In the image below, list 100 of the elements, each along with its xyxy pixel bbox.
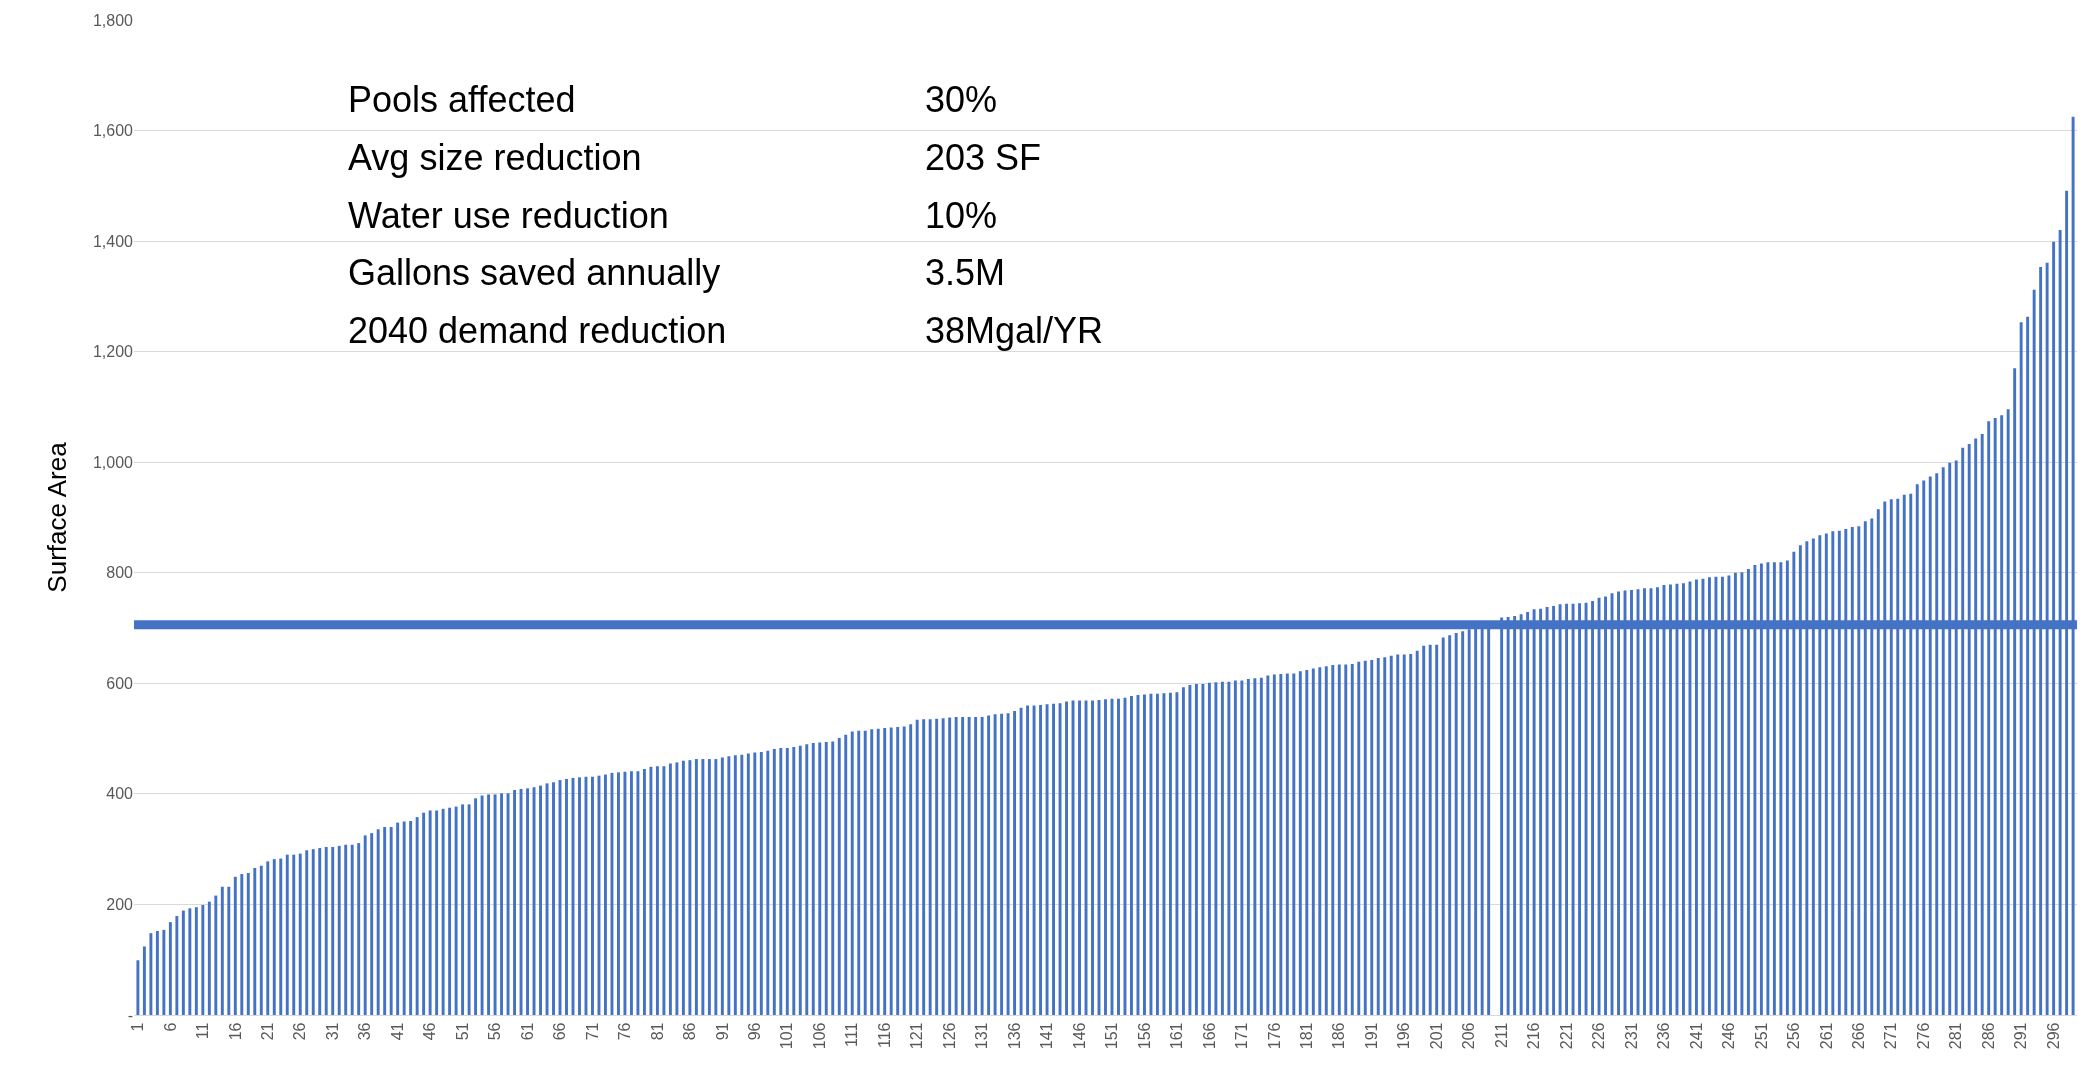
x-tick-label: 51	[453, 1022, 471, 1041]
x-tick-label: 136	[1005, 1022, 1023, 1050]
bar	[506, 793, 510, 1015]
x-tick-label: 156	[1135, 1022, 1153, 1050]
bar	[441, 808, 445, 1015]
x-tick-label: 86	[681, 1022, 699, 1041]
x-tick-label: 151	[1103, 1022, 1121, 1050]
bar	[259, 865, 263, 1015]
x-tick-label: 21	[258, 1022, 276, 1041]
bar	[272, 859, 276, 1015]
bar	[1000, 713, 1004, 1015]
x-tick-label: 46	[421, 1022, 439, 1041]
bar	[1246, 678, 1250, 1015]
bar	[1240, 680, 1244, 1015]
bar	[1253, 678, 1257, 1015]
bar	[220, 886, 224, 1015]
bar	[974, 717, 978, 1015]
bar	[1091, 700, 1094, 1015]
bar	[1130, 696, 1133, 1015]
bar	[1266, 675, 1270, 1015]
annotation: 3.5M	[925, 252, 1006, 293]
x-tick-label: 131	[973, 1022, 991, 1050]
x-tick-label: 111	[843, 1022, 861, 1047]
bar	[240, 874, 244, 1015]
bar	[1058, 703, 1062, 1015]
bar	[1331, 665, 1335, 1015]
bar	[266, 861, 270, 1015]
bar	[409, 820, 413, 1015]
bar	[1045, 704, 1049, 1015]
x-tick-label: 106	[810, 1022, 828, 1050]
bar	[1214, 682, 1218, 1015]
bar	[233, 876, 237, 1015]
bar	[357, 843, 361, 1015]
bar	[662, 766, 666, 1015]
bar	[1104, 699, 1107, 1015]
x-tick-label: 66	[551, 1022, 569, 1041]
x-tick-label: 196	[1395, 1022, 1413, 1050]
x-tick-label: 11	[194, 1022, 212, 1040]
bar	[850, 731, 854, 1015]
x-tick-label: 271	[1882, 1022, 1900, 1050]
bar	[389, 827, 393, 1015]
y-tick-label: 400	[106, 785, 134, 803]
x-tick-label: 176	[1265, 1022, 1283, 1050]
x-tick-label: 281	[1947, 1022, 1965, 1050]
x-tick-label: 91	[713, 1022, 731, 1041]
bar	[616, 772, 620, 1015]
bar	[350, 844, 354, 1015]
bar	[376, 829, 380, 1015]
y-tick-label: -	[127, 1006, 133, 1024]
bar	[655, 766, 659, 1015]
bar	[207, 901, 211, 1015]
x-tick-label: 226	[1590, 1022, 1608, 1050]
bar	[1357, 661, 1361, 1015]
x-tick-label: 221	[1557, 1022, 1575, 1050]
x-tick-label: 211	[1492, 1022, 1510, 1049]
bar	[194, 907, 198, 1015]
bar	[136, 960, 140, 1015]
x-tick-label: 241	[1687, 1022, 1705, 1050]
bar	[1168, 692, 1172, 1015]
annotation: 38Mgal/YR	[925, 310, 1104, 351]
bar	[980, 717, 984, 1015]
bar	[941, 718, 945, 1015]
x-tick-label: 161	[1168, 1022, 1186, 1050]
bar	[1441, 637, 1445, 1015]
bar	[883, 728, 887, 1015]
annotation: Gallons saved annually	[348, 252, 721, 293]
bar	[1078, 700, 1081, 1015]
x-tick-label: 231	[1622, 1022, 1640, 1050]
bar	[753, 752, 757, 1015]
x-tick-label: 191	[1362, 1022, 1380, 1050]
bar	[448, 807, 452, 1015]
bar	[168, 922, 172, 1015]
bar	[454, 806, 458, 1015]
bar	[1285, 673, 1289, 1015]
bar	[474, 798, 478, 1015]
bar	[337, 845, 341, 1015]
bar	[837, 738, 841, 1015]
bar	[1428, 644, 1432, 1015]
bar	[142, 946, 146, 1015]
x-tick-label: 126	[940, 1022, 958, 1050]
bar	[727, 756, 731, 1015]
bar	[305, 850, 309, 1015]
bar	[805, 744, 809, 1015]
x-tick-label: 206	[1460, 1022, 1478, 1050]
annotation: Pools affected	[348, 79, 576, 120]
bar	[1026, 705, 1030, 1015]
bar	[1207, 682, 1211, 1015]
bar	[733, 755, 737, 1015]
x-tick-label: 96	[746, 1022, 764, 1041]
bar	[1409, 654, 1413, 1015]
bar	[162, 929, 166, 1015]
bar	[1337, 664, 1341, 1015]
bar	[1318, 667, 1322, 1015]
bar	[214, 895, 218, 1015]
bar	[181, 910, 185, 1015]
annotation: 203 SF	[925, 137, 1042, 178]
bar	[500, 793, 504, 1015]
bar	[694, 759, 698, 1015]
bar	[675, 762, 679, 1015]
bar	[961, 717, 965, 1015]
